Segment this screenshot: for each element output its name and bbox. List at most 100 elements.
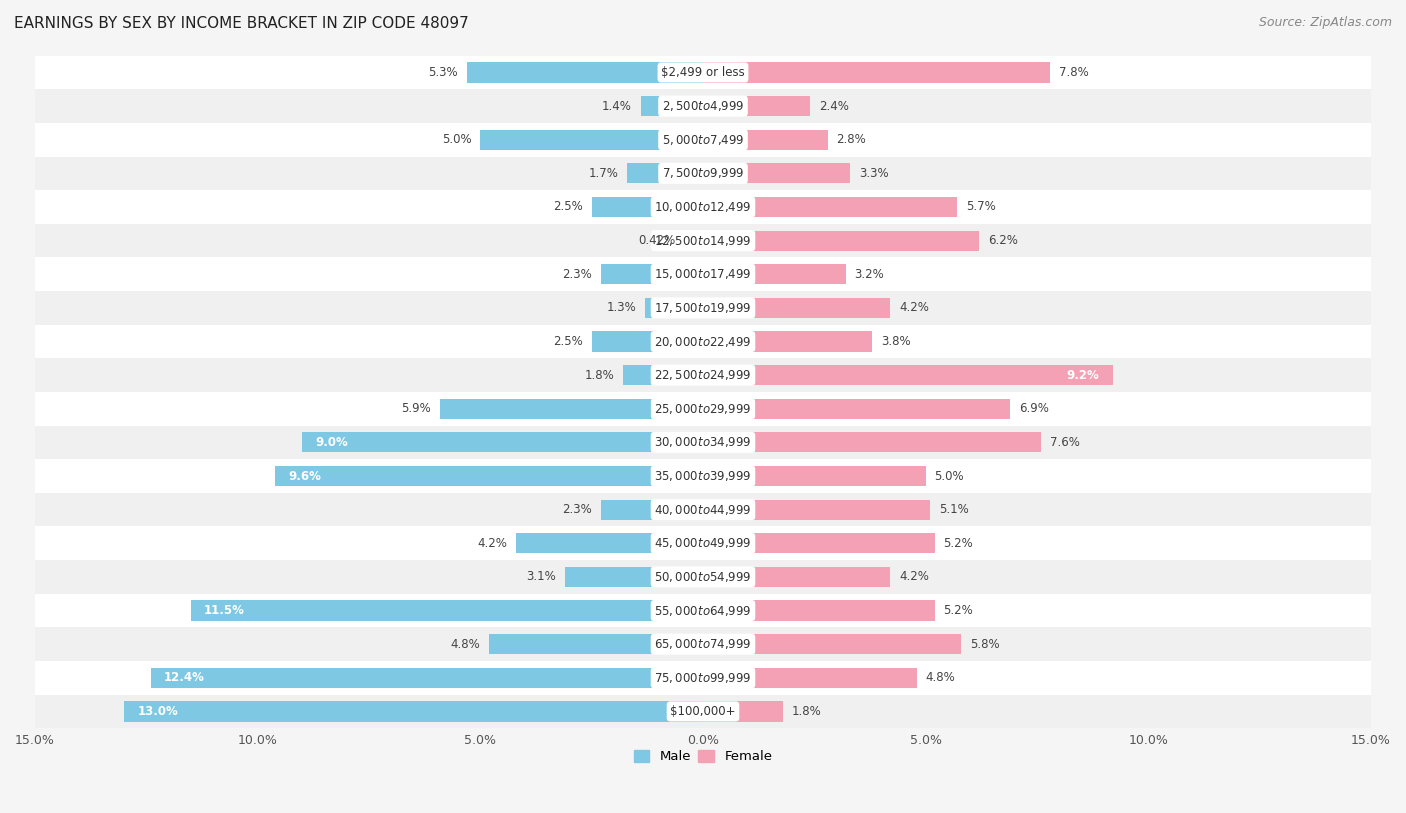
Bar (627, 163, 703, 184)
Bar (35, 560, 1371, 593)
Bar (35, 593, 1371, 628)
Text: 2.3%: 2.3% (562, 267, 592, 280)
Bar (703, 163, 851, 184)
Legend: Male, Female: Male, Female (628, 745, 778, 769)
Bar (516, 533, 703, 554)
Bar (467, 63, 703, 83)
Text: 5.9%: 5.9% (402, 402, 432, 415)
Bar (703, 231, 979, 250)
Text: 4.2%: 4.2% (477, 537, 508, 550)
Text: 7.8%: 7.8% (1059, 66, 1090, 79)
Bar (191, 601, 703, 620)
Bar (35, 324, 1371, 359)
Bar (35, 258, 1371, 291)
Bar (703, 601, 935, 620)
Bar (35, 628, 1371, 661)
Text: $2,499 or less: $2,499 or less (661, 66, 745, 79)
Text: $65,000 to $74,999: $65,000 to $74,999 (654, 637, 752, 651)
Text: 4.2%: 4.2% (898, 302, 929, 315)
Bar (703, 433, 1042, 453)
Bar (592, 332, 703, 351)
Text: 3.8%: 3.8% (882, 335, 911, 348)
Bar (703, 667, 917, 688)
Bar (592, 197, 703, 217)
Text: 11.5%: 11.5% (204, 604, 245, 617)
Bar (489, 634, 703, 654)
Bar (35, 392, 1371, 425)
Bar (703, 96, 810, 116)
Bar (35, 123, 1371, 157)
Text: 5.0%: 5.0% (935, 470, 965, 483)
Text: 2.5%: 2.5% (553, 201, 582, 214)
Text: 2.8%: 2.8% (837, 133, 866, 146)
Text: Source: ZipAtlas.com: Source: ZipAtlas.com (1258, 16, 1392, 29)
Text: EARNINGS BY SEX BY INCOME BRACKET IN ZIP CODE 48097: EARNINGS BY SEX BY INCOME BRACKET IN ZIP… (14, 16, 468, 31)
Bar (35, 694, 1371, 728)
Text: 5.2%: 5.2% (943, 537, 973, 550)
Text: 1.3%: 1.3% (606, 302, 636, 315)
Text: 5.3%: 5.3% (429, 66, 458, 79)
Text: $2,500 to $4,999: $2,500 to $4,999 (662, 99, 744, 113)
Text: 1.8%: 1.8% (583, 368, 614, 381)
Text: 0.42%: 0.42% (638, 234, 675, 247)
Bar (35, 55, 1371, 89)
Text: 9.6%: 9.6% (288, 470, 322, 483)
Bar (685, 231, 703, 250)
Bar (703, 365, 1112, 385)
Bar (565, 567, 703, 587)
Bar (703, 197, 957, 217)
Bar (703, 264, 845, 285)
Text: $50,000 to $54,999: $50,000 to $54,999 (654, 570, 752, 584)
Text: 5.1%: 5.1% (939, 503, 969, 516)
Bar (703, 129, 828, 150)
Text: $15,000 to $17,499: $15,000 to $17,499 (654, 267, 752, 281)
Text: 7.6%: 7.6% (1050, 436, 1080, 449)
Text: 2.5%: 2.5% (553, 335, 582, 348)
Bar (703, 533, 935, 554)
Bar (600, 499, 703, 520)
Text: 4.8%: 4.8% (925, 672, 956, 685)
Bar (35, 291, 1371, 324)
Bar (302, 433, 703, 453)
Text: 1.8%: 1.8% (792, 705, 823, 718)
Text: 12.4%: 12.4% (165, 672, 205, 685)
Bar (150, 667, 703, 688)
Text: $35,000 to $39,999: $35,000 to $39,999 (654, 469, 752, 483)
Text: 9.2%: 9.2% (1067, 368, 1099, 381)
Text: 1.7%: 1.7% (589, 167, 619, 180)
Bar (600, 264, 703, 285)
Text: 6.9%: 6.9% (1019, 402, 1049, 415)
Text: 4.8%: 4.8% (450, 637, 481, 650)
Bar (641, 96, 703, 116)
Bar (703, 702, 783, 721)
Bar (276, 466, 703, 486)
Text: 1.4%: 1.4% (602, 100, 631, 112)
Text: 5.8%: 5.8% (970, 637, 1000, 650)
Bar (35, 527, 1371, 560)
Text: $12,500 to $14,999: $12,500 to $14,999 (654, 233, 752, 248)
Bar (703, 332, 872, 351)
Bar (481, 129, 703, 150)
Bar (703, 634, 962, 654)
Bar (703, 499, 931, 520)
Text: $25,000 to $29,999: $25,000 to $29,999 (654, 402, 752, 415)
Bar (35, 190, 1371, 224)
Bar (703, 298, 890, 318)
Text: 9.0%: 9.0% (315, 436, 349, 449)
Text: $7,500 to $9,999: $7,500 to $9,999 (662, 167, 744, 180)
Bar (35, 425, 1371, 459)
Text: $22,500 to $24,999: $22,500 to $24,999 (654, 368, 752, 382)
Text: $55,000 to $64,999: $55,000 to $64,999 (654, 603, 752, 618)
Text: 6.2%: 6.2% (988, 234, 1018, 247)
Bar (440, 398, 703, 419)
Text: 3.2%: 3.2% (855, 267, 884, 280)
Bar (35, 661, 1371, 694)
Text: $20,000 to $22,499: $20,000 to $22,499 (654, 334, 752, 349)
Text: 5.2%: 5.2% (943, 604, 973, 617)
Bar (35, 359, 1371, 392)
Text: 4.2%: 4.2% (898, 571, 929, 584)
Text: 5.0%: 5.0% (441, 133, 471, 146)
Text: 3.3%: 3.3% (859, 167, 889, 180)
Text: $75,000 to $99,999: $75,000 to $99,999 (654, 671, 752, 685)
Text: $30,000 to $34,999: $30,000 to $34,999 (654, 436, 752, 450)
